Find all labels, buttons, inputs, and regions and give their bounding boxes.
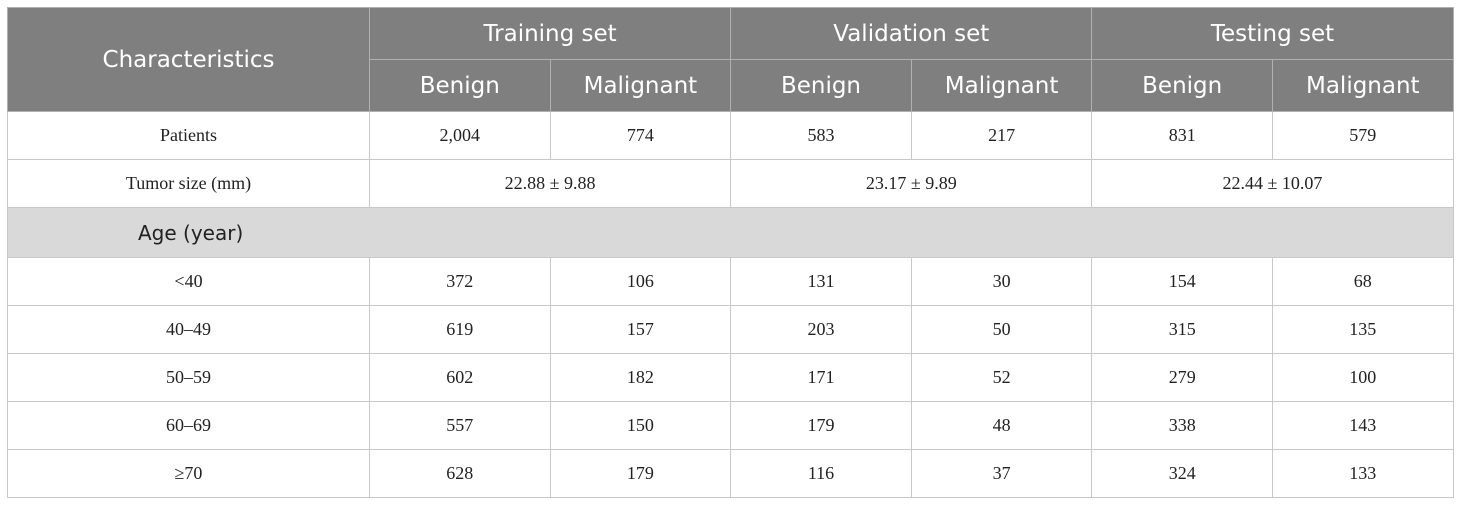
cell: 30	[910, 257, 1093, 306]
row-label: Patients	[7, 111, 370, 160]
table-body: Patients 2,004 774 583 217 831 579 Tumor size (…	[7, 111, 1454, 498]
subheader: Malignant	[549, 59, 732, 112]
cell: 338	[1091, 401, 1273, 450]
table-row: 50–59 602 182 171 52 279 100	[7, 353, 1454, 402]
row-label: Tumor size (mm)	[7, 159, 370, 208]
table-row: 40–49 619 157 203 50 315 135	[7, 305, 1454, 354]
group-header: Training set	[368, 7, 732, 60]
row-label: <40	[7, 257, 370, 306]
cell: 116	[730, 449, 912, 498]
cell: 774	[549, 111, 732, 160]
merged-cell: 22.44 ± 10.07	[1091, 159, 1454, 208]
cell: 52	[910, 353, 1093, 402]
cell: 179	[730, 401, 912, 450]
cell: 182	[549, 353, 732, 402]
table-row: Age (year)	[7, 207, 1454, 258]
cell: 2,004	[369, 111, 551, 160]
cell: 583	[730, 111, 912, 160]
table-row: ≥70 628 179 116 37 324 133	[7, 449, 1454, 498]
subheader: Benign	[369, 59, 551, 112]
cell: 131	[730, 257, 912, 306]
cell: 50	[910, 305, 1093, 354]
group-header: Validation set	[730, 7, 1093, 60]
cell: 217	[910, 111, 1093, 160]
cell: 133	[1271, 449, 1454, 498]
table-row: Tumor size (mm) 22.88 ± 9.88 23.17 ± 9.89 2…	[7, 159, 1454, 208]
cell: 557	[369, 401, 551, 450]
cell: 100	[1271, 353, 1454, 402]
cell: 68	[1271, 257, 1454, 306]
data-table: Characteristics Training set Validation s…	[7, 7, 1454, 498]
merged-cell: 23.17 ± 9.89	[730, 159, 1093, 208]
table-row: Patients 2,004 774 583 217 831 579	[7, 111, 1454, 160]
cell: 157	[549, 305, 732, 354]
cell: 831	[1091, 111, 1273, 160]
subheader: Benign	[730, 59, 912, 112]
corner-header: Characteristics	[7, 7, 370, 112]
row-label: 40–49	[7, 305, 370, 354]
cell: 154	[1091, 257, 1273, 306]
cell: 203	[730, 305, 912, 354]
cell: 579	[1271, 111, 1454, 160]
cell: 143	[1271, 401, 1454, 450]
group-header: Testing set	[1091, 7, 1454, 60]
row-label: ≥70	[7, 449, 370, 498]
cell: 171	[730, 353, 912, 402]
row-label: 50–59	[7, 353, 370, 402]
table-head: Characteristics Training set Validation s…	[7, 7, 1454, 112]
cell: 628	[369, 449, 551, 498]
cell: 619	[369, 305, 551, 354]
cell: 602	[369, 353, 551, 402]
cell: 135	[1271, 305, 1454, 354]
section-label: Age (year)	[7, 207, 1454, 258]
subheader: Malignant	[1271, 59, 1454, 112]
subheader: Malignant	[910, 59, 1093, 112]
cell: 372	[369, 257, 551, 306]
cell: 324	[1091, 449, 1273, 498]
table-row: <40 372 106 131 30 154 68	[7, 257, 1454, 306]
header-row: Characteristics Training set Validation s…	[7, 7, 1454, 112]
cell: 106	[549, 257, 732, 306]
cell: 48	[910, 401, 1093, 450]
cell: 37	[910, 449, 1093, 498]
table-row: 60–69 557 150 179 48 338 143	[7, 401, 1454, 450]
cell: 279	[1091, 353, 1273, 402]
cell: 150	[549, 401, 732, 450]
cell: 315	[1091, 305, 1273, 354]
merged-cell: 22.88 ± 9.88	[368, 159, 732, 208]
subheader-row: Benign Malignant Benign Malignant Benign Mali…	[8, 59, 1454, 112]
row-label: 60–69	[7, 401, 370, 450]
subheader: Benign	[1091, 59, 1273, 112]
cell: 179	[549, 449, 732, 498]
